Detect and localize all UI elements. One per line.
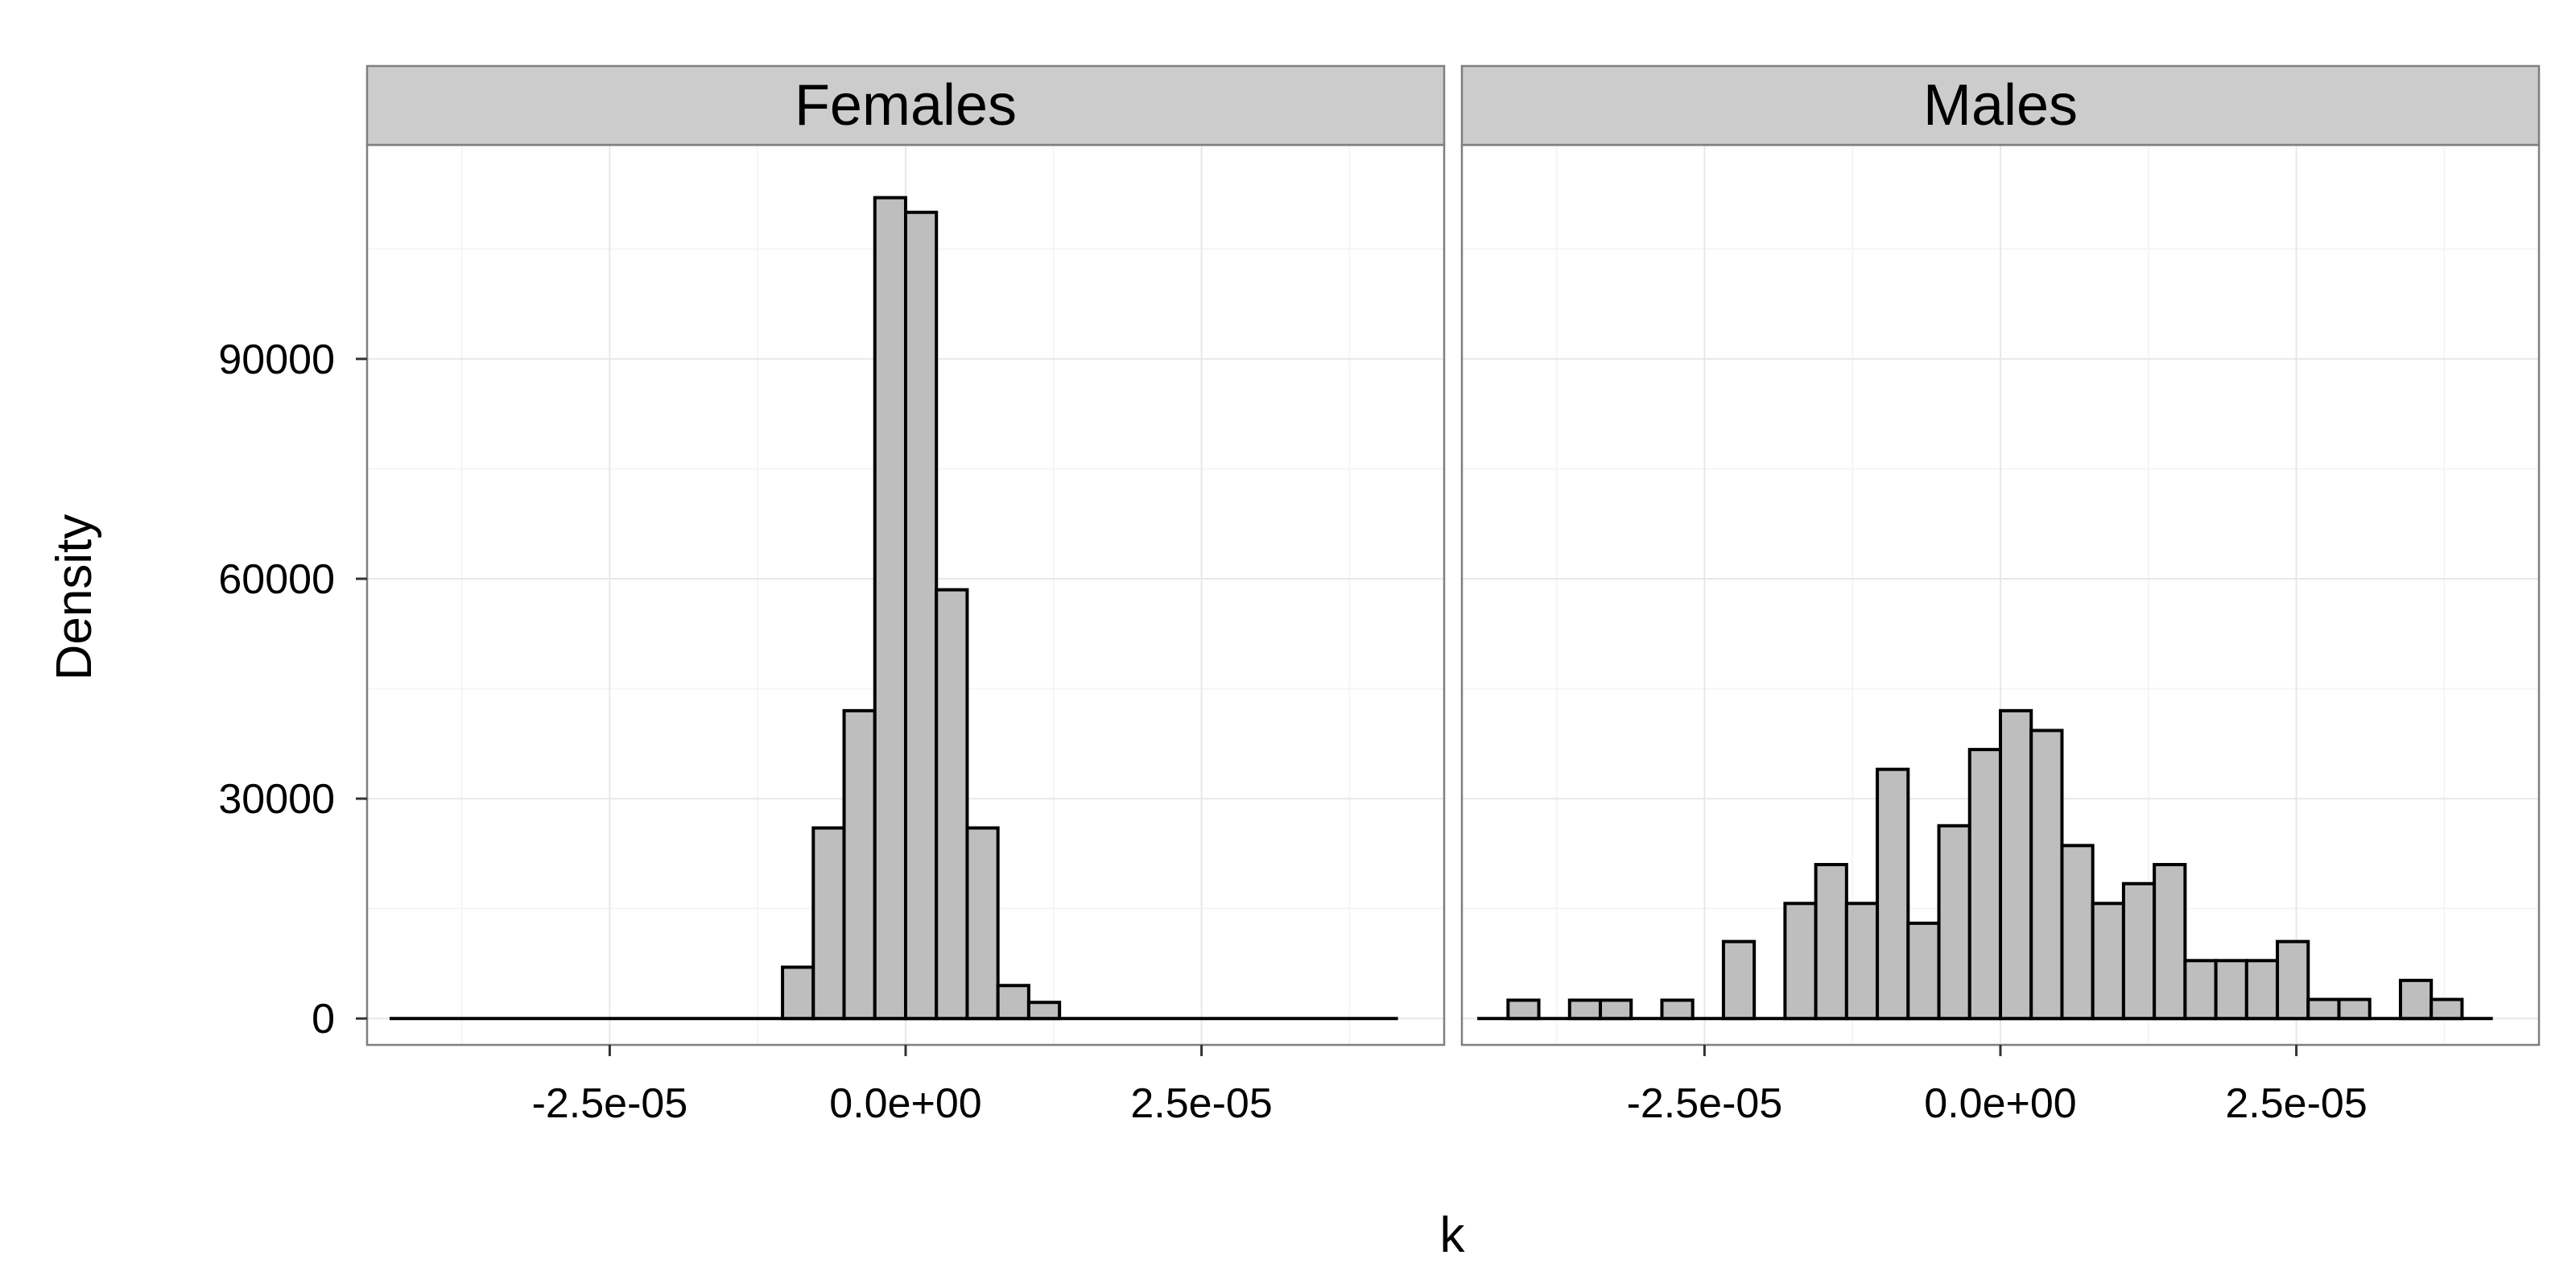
facet-strip bbox=[365, 64, 1446, 147]
facet-strip-label: Females bbox=[795, 73, 1017, 138]
histogram-bar bbox=[2153, 863, 2187, 1021]
histogram-bar bbox=[2398, 978, 2434, 1021]
histogram-bar bbox=[2091, 902, 2125, 1021]
facet-strip-label: Males bbox=[1923, 73, 2078, 138]
histogram-bar bbox=[2060, 844, 2095, 1021]
histogram-bar bbox=[2214, 959, 2248, 1021]
histogram-bar bbox=[1783, 902, 1818, 1021]
histogram-bar bbox=[996, 984, 1030, 1021]
histogram-bar bbox=[935, 588, 969, 1021]
y-tick-label: 90000 bbox=[218, 336, 335, 383]
histogram-bar bbox=[781, 965, 815, 1021]
facet-panel-males: Males -2.5e-05 0.0e+00 2.5e-05 bbox=[1460, 64, 2541, 1127]
y-tick-label: 60000 bbox=[218, 556, 335, 603]
x-tick-label: -2.5e-05 bbox=[532, 1080, 688, 1127]
facet-panel-females: Females -2.5e-05 0.0e+00 2.5e-05 bbox=[365, 64, 1446, 1127]
x-tick-label: 0.0e+00 bbox=[829, 1080, 981, 1127]
histogram-bar bbox=[965, 826, 1000, 1021]
histogram-bar bbox=[873, 196, 908, 1021]
histogram-bar bbox=[1660, 998, 1695, 1021]
histogram-bar bbox=[1506, 998, 1541, 1021]
facet-strip bbox=[1460, 64, 2541, 147]
histogram-bar bbox=[811, 826, 846, 1021]
histogram-bar bbox=[2429, 997, 2464, 1021]
histogram-bar bbox=[1967, 748, 2003, 1021]
x-tick-label: 2.5e-05 bbox=[1130, 1080, 1272, 1127]
histogram-bar bbox=[1599, 998, 1633, 1021]
histogram-bar bbox=[2276, 939, 2310, 1021]
histogram-bar bbox=[1721, 939, 1757, 1021]
facet-panels: Females -2.5e-05 0.0e+00 2.5e-05 Males -2.5e-… bbox=[365, 64, 2541, 1127]
histogram-bar bbox=[2337, 997, 2372, 1021]
y-axis: 0 30000 60000 90000 bbox=[218, 336, 367, 1042]
histogram-bar bbox=[1814, 863, 1848, 1021]
x-tick-label: 2.5e-05 bbox=[2225, 1080, 2367, 1127]
histogram-bar bbox=[1876, 767, 1910, 1021]
histogram-bar bbox=[904, 210, 939, 1021]
histogram-bar bbox=[1937, 824, 1971, 1021]
histogram-bar bbox=[842, 708, 877, 1021]
y-axis-title: Density bbox=[47, 514, 102, 681]
histogram-bar bbox=[1906, 921, 1941, 1021]
histogram-bar bbox=[1999, 708, 2033, 1021]
histogram-bar bbox=[1844, 902, 1880, 1021]
y-tick-label: 30000 bbox=[218, 776, 335, 823]
histogram-bar bbox=[2183, 959, 2218, 1021]
histogram-bar bbox=[2244, 959, 2280, 1021]
x-tick-label: 0.0e+00 bbox=[1924, 1080, 2076, 1127]
histogram-bar bbox=[1026, 1001, 1062, 1021]
x-axis-title: k bbox=[1440, 1208, 1466, 1263]
histogram-bar bbox=[2121, 881, 2157, 1021]
y-tick-label: 0 bbox=[312, 996, 335, 1042]
x-tick-label: -2.5e-05 bbox=[1627, 1080, 1783, 1127]
histogram-bar bbox=[2029, 729, 2064, 1021]
histogram-bar bbox=[1567, 998, 1603, 1021]
histogram-bar bbox=[2306, 997, 2341, 1021]
